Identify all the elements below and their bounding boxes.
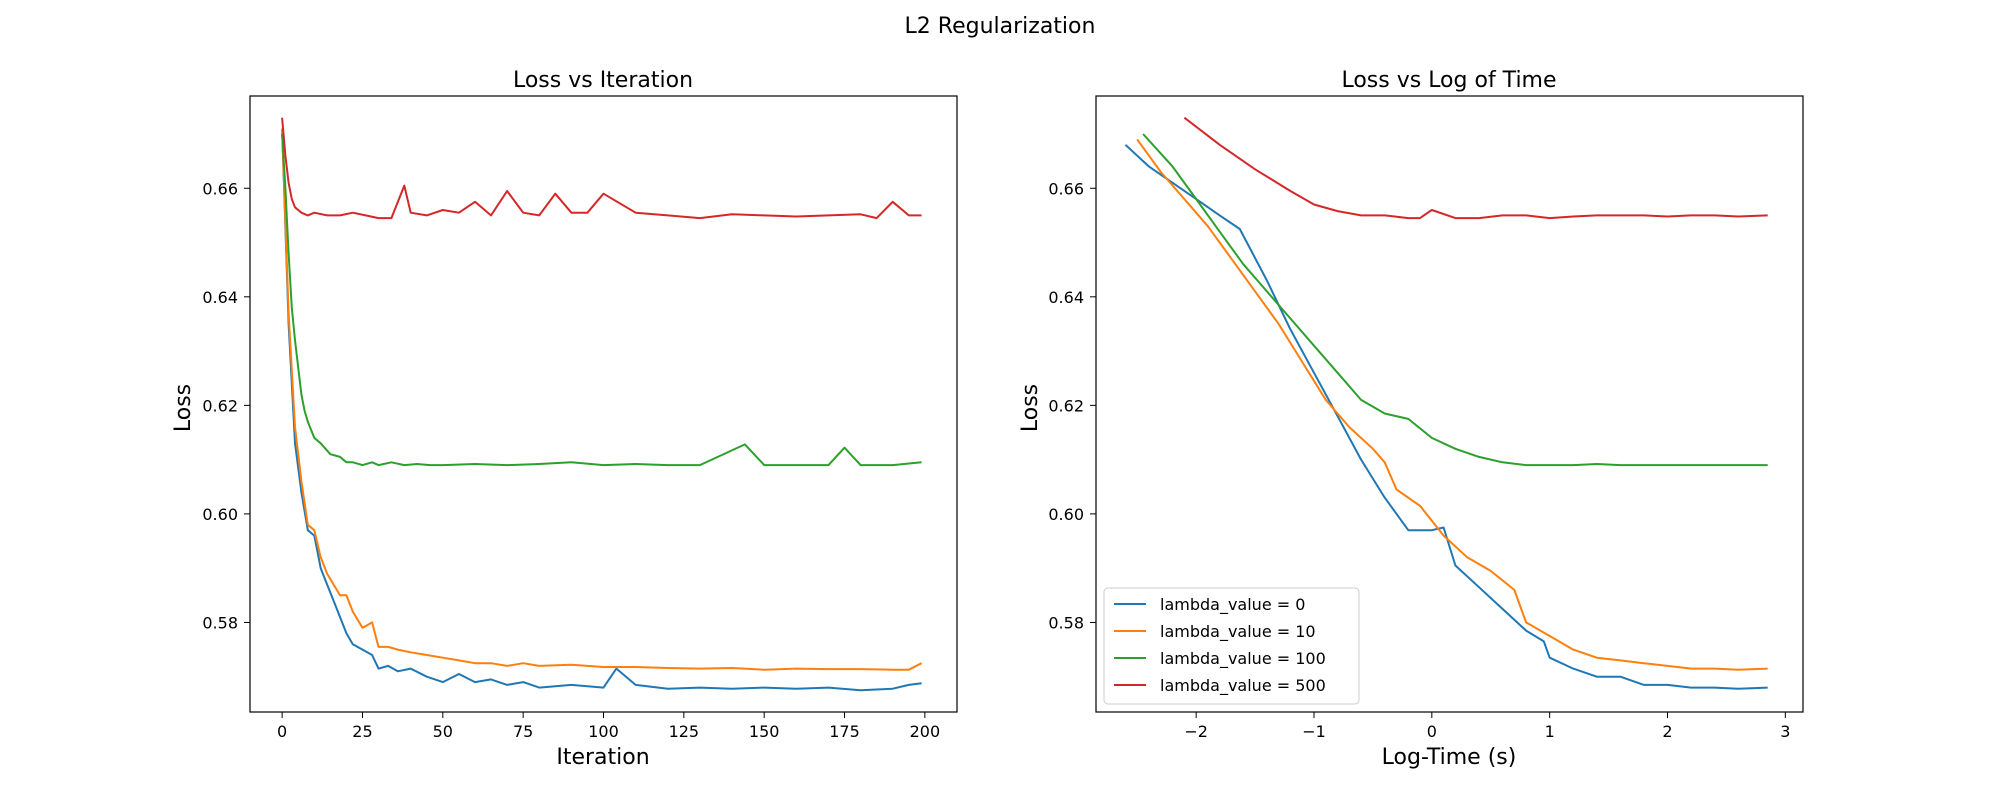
axes-frame [1095, 95, 1804, 713]
x-tick-label: 100 [588, 722, 619, 741]
y-tick-label: 0.62 [202, 396, 238, 415]
x-tick-label: 75 [513, 722, 533, 741]
y-tick-label: 0.58 [1048, 613, 1084, 632]
x-axis-label: Log-Time (s) [1382, 745, 1517, 770]
panel-title: Loss vs Log of Time [1341, 68, 1556, 93]
x-tick-label: 150 [749, 722, 780, 741]
plot-lines [1124, 116, 1768, 690]
legend-box [1103, 587, 1360, 705]
series-line-lambda-value-500 [281, 117, 922, 220]
y-tick-label: 0.64 [202, 288, 238, 307]
legend-label-lambda-500: lambda_value = 500 [1160, 676, 1326, 696]
series-line-lambda-value-500 [1183, 116, 1768, 220]
y-tick-label: 0.60 [1048, 505, 1084, 524]
x-tick-label: 25 [352, 722, 372, 741]
axis-ticks: −2 −1 0 1 2 3 0.58 0.60 0.62 0.64 0.66 [1048, 179, 1790, 741]
x-tick-label: 3 [1780, 722, 1790, 741]
x-tick-label: 125 [669, 722, 700, 741]
legend-label-lambda-100: lambda_value = 100 [1160, 649, 1326, 669]
y-tick-label: 0.64 [1048, 288, 1084, 307]
x-tick-label: 0 [1427, 722, 1437, 741]
x-tick-label: 2 [1662, 722, 1672, 741]
x-tick-label: 200 [910, 722, 941, 741]
legend-label-lambda-0: lambda_value = 0 [1160, 595, 1305, 615]
y-tick-label: 0.62 [1048, 396, 1084, 415]
x-tick-label: −2 [1184, 722, 1208, 741]
series-line-lambda-value-10 [1136, 138, 1768, 671]
y-axis-label: Loss [1018, 384, 1043, 432]
figure-title: L2 Regularization [905, 14, 1096, 39]
x-axis-label: Iteration [556, 745, 649, 770]
x-tick-label: −1 [1302, 722, 1326, 741]
x-tick-label: 0 [277, 722, 287, 741]
x-tick-label: 175 [829, 722, 860, 741]
legend-label-lambda-10: lambda_value = 10 [1160, 622, 1316, 642]
y-tick-label: 0.58 [202, 613, 238, 632]
axes-frame [249, 95, 958, 713]
y-tick-label: 0.66 [1048, 179, 1084, 198]
axis-ticks: 0 25 50 75 100 125 150 175 200 0.58 0.60 0.62 0.64 0.… [202, 179, 940, 741]
panel-title: Loss vs Iteration [513, 68, 693, 93]
y-axis-label: Loss [171, 384, 196, 432]
y-tick-label: 0.60 [202, 505, 238, 524]
series-line-lambda-value-100 [281, 133, 922, 467]
series-line-lambda-value-0 [281, 128, 922, 692]
panel-loss-vs-log-time: Loss vs Log of Time Log-Time (s) Loss −2… [1018, 68, 1804, 770]
series-line-lambda-value-100 [1142, 133, 1768, 467]
series-line-lambda-value-0 [1124, 144, 1768, 690]
panel-loss-vs-iteration: Loss vs Iteration Iteration Loss 0 25 50 75… [171, 68, 958, 770]
legend: lambda_value = 0 lambda_value = 10 lambd… [1103, 587, 1360, 705]
x-tick-label: 1 [1545, 722, 1555, 741]
series-line-lambda-value-10 [281, 128, 923, 671]
y-tick-label: 0.66 [202, 179, 238, 198]
plot-lines [281, 117, 923, 692]
x-tick-label: 50 [433, 722, 453, 741]
